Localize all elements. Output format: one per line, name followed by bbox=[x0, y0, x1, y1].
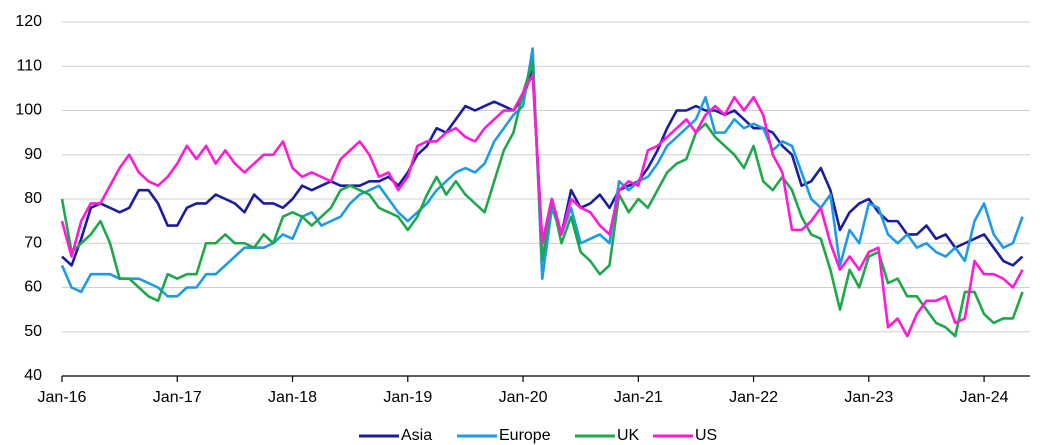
y-tick-label: 70 bbox=[24, 234, 42, 251]
legend-label: Asia bbox=[401, 427, 432, 444]
x-tick-label: Jan-16 bbox=[38, 389, 87, 406]
x-tick-label: Jan-17 bbox=[153, 389, 202, 406]
legend-label: US bbox=[695, 427, 717, 444]
y-tick-label: 60 bbox=[24, 279, 42, 296]
legend-label: UK bbox=[617, 427, 640, 444]
y-tick-label: 110 bbox=[16, 57, 42, 74]
series-line bbox=[60, 60, 1024, 338]
y-tick-label: 80 bbox=[24, 190, 42, 207]
x-tick-label: Jan-22 bbox=[729, 389, 778, 406]
y-tick-label: 100 bbox=[15, 102, 42, 119]
x-tick-label: Jan-18 bbox=[268, 389, 317, 406]
x-tick-label: Jan-24 bbox=[960, 389, 1009, 406]
x-tick-label: Jan-21 bbox=[614, 389, 663, 406]
series-line bbox=[60, 47, 1024, 298]
x-tick-label: Jan-19 bbox=[383, 389, 432, 406]
series-line bbox=[60, 73, 1024, 338]
y-tick-label: 40 bbox=[24, 367, 42, 384]
y-tick-label: 90 bbox=[24, 146, 42, 163]
legend-label: Europe bbox=[499, 427, 551, 444]
x-tick-label: Jan-20 bbox=[499, 389, 548, 406]
y-tick-label: 120 bbox=[15, 13, 42, 30]
y-tick-label: 50 bbox=[24, 323, 42, 340]
x-tick-label: Jan-23 bbox=[844, 389, 893, 406]
